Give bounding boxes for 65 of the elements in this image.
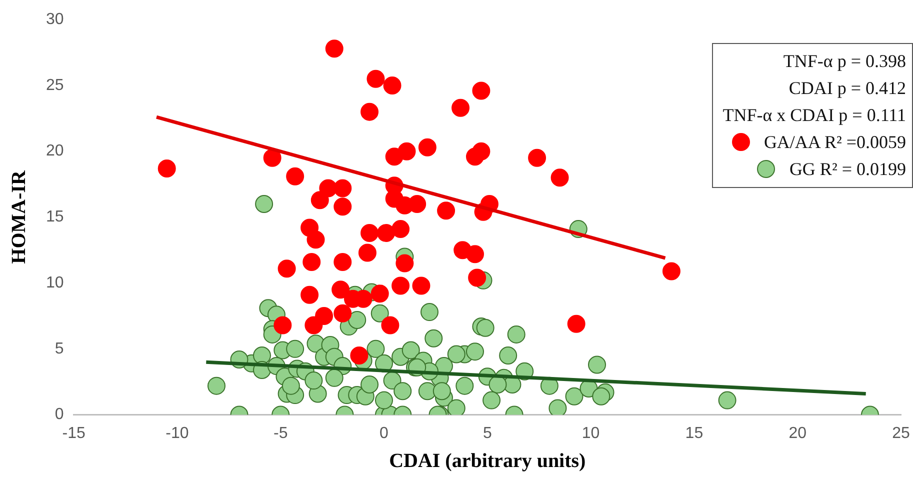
point: [300, 286, 319, 304]
point: [452, 98, 470, 117]
point: [370, 284, 389, 303]
point: [360, 102, 379, 121]
point: [472, 142, 490, 160]
point: [334, 252, 352, 271]
x-tick-label: -10: [166, 424, 189, 442]
x-axis-title: CDAI (arbitrary units): [389, 450, 586, 472]
point: [366, 70, 385, 88]
point: [286, 167, 304, 186]
x-tick-label: 5: [482, 424, 492, 442]
point: [377, 224, 396, 242]
x-tick-label: 0: [380, 424, 389, 442]
legend-label: GG R² = 0.0199: [789, 159, 906, 179]
point: [332, 280, 350, 299]
point: [472, 82, 490, 100]
y-tick-label: 15: [46, 208, 64, 226]
legend-label: GA/AA R² =0.0059: [764, 132, 906, 152]
point: [310, 191, 329, 210]
point: [334, 198, 352, 216]
annotation: CDAI p = 0.412: [788, 77, 906, 100]
point: [468, 268, 486, 287]
x-tick-label: -15: [62, 424, 86, 442]
point: [350, 346, 368, 365]
point: [360, 224, 379, 242]
point: [383, 76, 402, 94]
point: [304, 316, 323, 334]
point: [466, 245, 484, 264]
point: [392, 276, 410, 295]
y-tick-label: 10: [46, 274, 64, 292]
point: [334, 179, 352, 198]
y-tick-label: 5: [54, 340, 64, 358]
y-tick-label: 30: [46, 11, 64, 28]
point: [306, 230, 325, 249]
y-tick-label: 0: [54, 406, 64, 424]
point: [437, 202, 456, 220]
point: [358, 244, 376, 262]
point: [528, 148, 546, 167]
point: [550, 168, 569, 187]
point: [302, 252, 321, 271]
point: [263, 148, 282, 167]
y-tick-label: 20: [46, 142, 64, 160]
y-tick-label: 25: [46, 76, 64, 94]
point: [392, 220, 410, 238]
point: [278, 260, 296, 278]
point: [334, 304, 352, 322]
point: [274, 316, 292, 334]
x-tick-label: 20: [788, 424, 807, 442]
point: [396, 254, 414, 272]
point: [412, 276, 430, 295]
x-tick-label: 15: [685, 424, 704, 442]
point: [158, 159, 176, 178]
point: [418, 138, 436, 156]
point: [381, 316, 400, 334]
point: [408, 195, 426, 214]
point: [662, 262, 680, 280]
point: [567, 314, 586, 333]
annotation: TNF-α p = 0.398: [782, 50, 906, 73]
y-axis-title: HOMA-IR: [8, 170, 30, 264]
point: [398, 142, 416, 160]
x-tick-label: 10: [582, 424, 600, 442]
x-tick-label: -5: [273, 424, 288, 442]
point: [325, 40, 344, 58]
annotation: TNF-α x CDAI p = 0.111: [722, 104, 906, 127]
x-tick-label: 25: [892, 424, 910, 442]
